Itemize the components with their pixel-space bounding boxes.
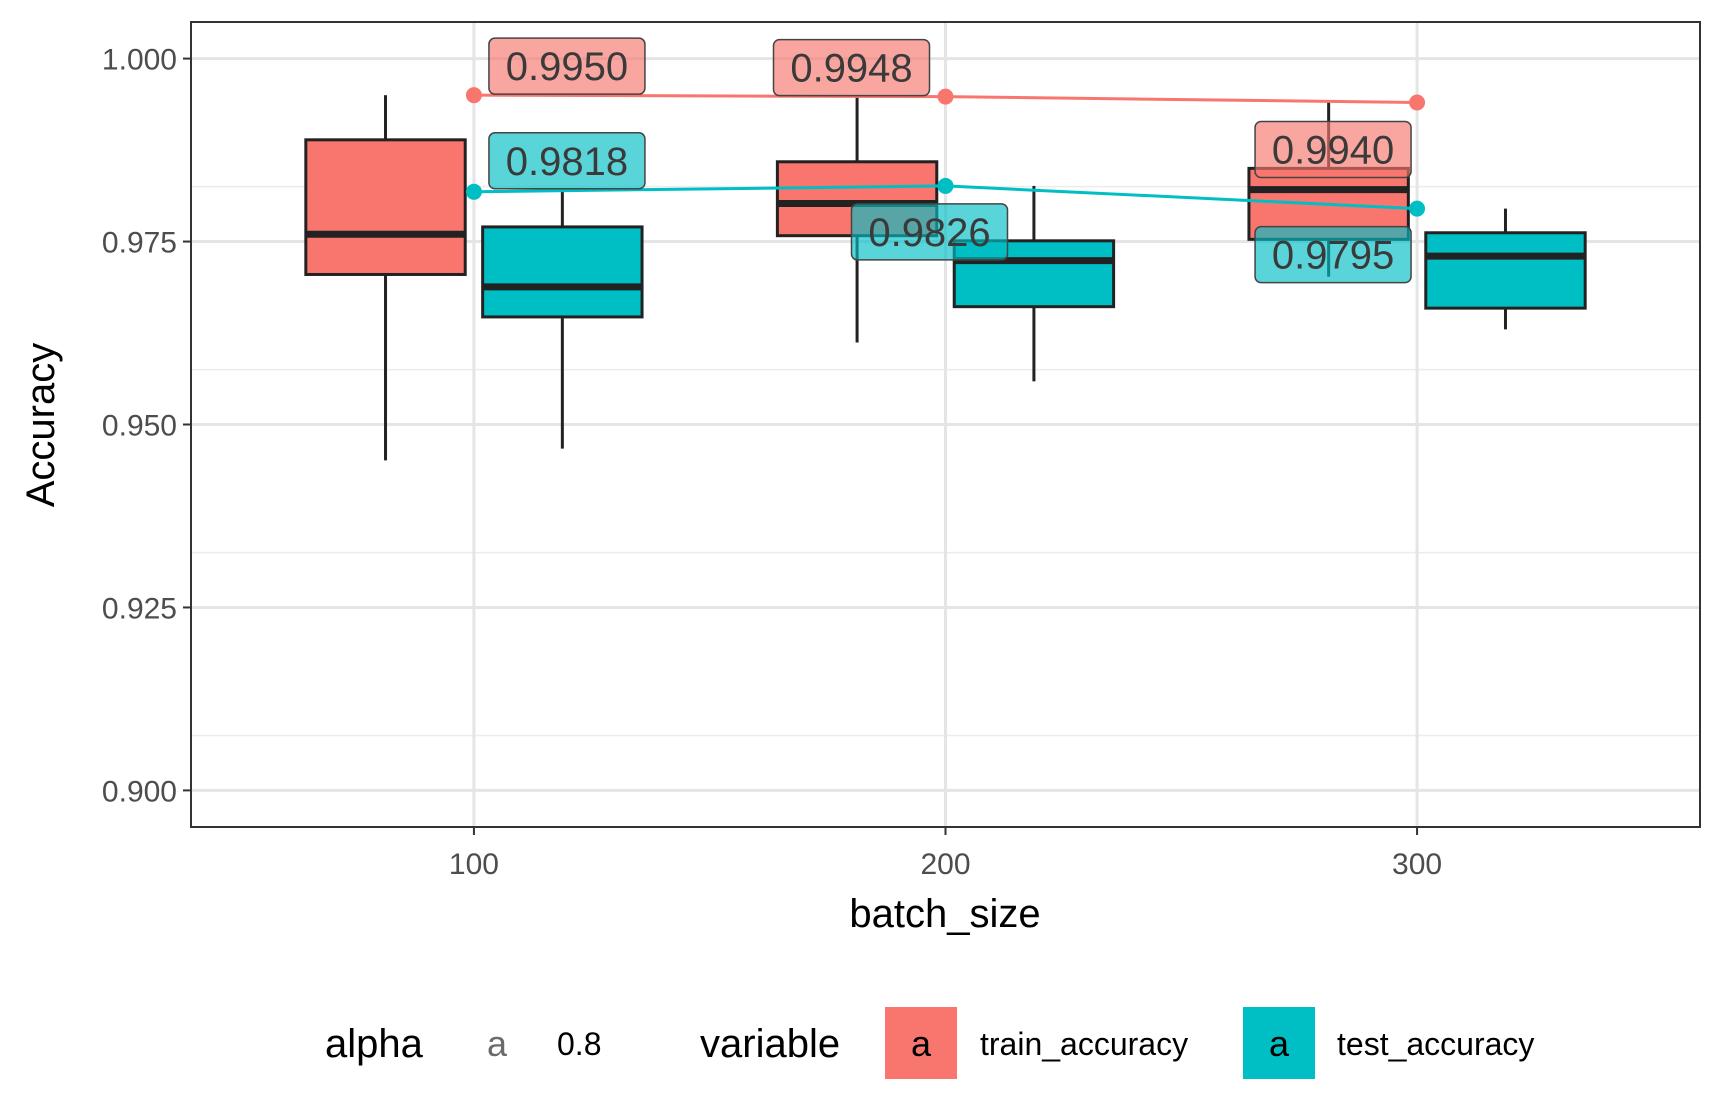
data-label: 0.9818	[488, 132, 646, 190]
data-label-text: 0.9950	[506, 45, 628, 89]
data-label-box	[488, 37, 646, 95]
y-tick-label: 0.950	[102, 410, 177, 443]
y-tick-label: 0.925	[102, 592, 177, 625]
data-label-text: 0.9826	[868, 211, 990, 255]
boxplot-test-accuracy-200	[952, 185, 1116, 382]
data-label-box	[1254, 120, 1412, 179]
point-test-accuracy	[1409, 200, 1426, 217]
y-tick-label: 0.975	[102, 227, 177, 260]
y-tick-label: 1.000	[102, 44, 177, 77]
legend-alpha-key: a	[487, 1023, 508, 1064]
point-train-accuracy	[465, 87, 482, 104]
legend: alpha a 0.8 variable a train_accuracy a …	[325, 1007, 1534, 1079]
point-train-accuracy	[937, 88, 954, 105]
legend-key-train	[885, 1007, 957, 1079]
data-label-box	[1254, 225, 1412, 284]
legend-item-train: train_accuracy	[980, 1026, 1188, 1062]
legend-alpha-title: alpha	[325, 1022, 424, 1066]
legend-variable-title: variable	[700, 1022, 840, 1066]
legend-key-test-glyph: a	[1269, 1023, 1290, 1064]
boxplot-test-accuracy-300	[1424, 208, 1587, 330]
data-label-text: 0.9818	[506, 140, 628, 184]
legend-key-train-glyph: a	[911, 1023, 932, 1064]
box-iqr	[1424, 231, 1587, 310]
data-label-box	[772, 38, 931, 97]
legend-alpha-value: 0.8	[557, 1026, 601, 1062]
boxplot-test-accuracy-100	[481, 191, 644, 449]
y-axis-title: Accuracy	[19, 343, 63, 508]
data-label-box	[488, 132, 646, 190]
point-test-accuracy	[937, 177, 954, 194]
data-label: 0.9948	[772, 38, 931, 97]
data-label-text: 0.9948	[790, 47, 912, 91]
y-tick-label: 0.900	[102, 775, 177, 808]
point-train-accuracy	[1409, 94, 1426, 111]
axes: 0.900 0.925 0.950 0.975 1.000 100 200 300	[102, 44, 1442, 881]
box-iqr	[481, 225, 644, 319]
x-tick-label: 200	[920, 848, 970, 881]
data-label-box	[850, 203, 1009, 261]
x-axis-title: batch_size	[849, 892, 1040, 936]
data-label: 0.9795	[1254, 225, 1412, 284]
data-label: 0.9950	[488, 37, 646, 95]
data-label: 0.9826	[850, 203, 1009, 261]
boxplot-train-accuracy-100	[304, 95, 467, 461]
data-label: 0.9940	[1254, 120, 1412, 179]
legend-key-test	[1243, 1007, 1315, 1079]
data-label-text: 0.9940	[1272, 129, 1394, 173]
box-iqr	[304, 138, 467, 276]
data-labels: 0.9950 0.9948 0.9940 0.9818 0.9826 0.9795	[488, 37, 1412, 284]
legend-item-test: test_accuracy	[1337, 1026, 1534, 1062]
data-label-text: 0.9795	[1272, 234, 1394, 278]
point-test-accuracy	[465, 183, 482, 200]
series-lines	[465, 87, 1426, 217]
x-tick-label: 100	[449, 848, 499, 881]
x-tick-label: 300	[1392, 848, 1442, 881]
grid	[191, 22, 1700, 827]
